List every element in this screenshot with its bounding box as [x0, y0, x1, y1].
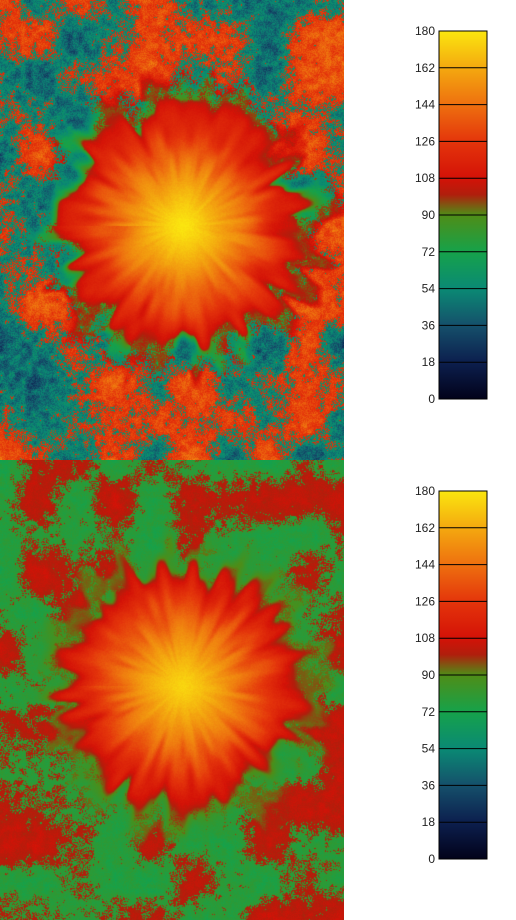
- colorbar-tick-label-54: 54: [422, 282, 436, 296]
- colorbar-bottom: 0 18 36 54 72 90 108 126 144 162 180: [415, 484, 488, 866]
- heatmap-image-bottom: [0, 460, 344, 920]
- colorbar-tick-label-90: 90: [422, 668, 436, 682]
- colorbar-tick-label-72: 72: [422, 705, 436, 719]
- colorbar-tick-label-144: 144: [415, 98, 435, 112]
- colorbar-tick-label-18: 18: [422, 355, 436, 369]
- colorbar-tick-label-18: 18: [422, 815, 436, 829]
- colorbar-tick-label-162: 162: [415, 61, 435, 75]
- heatmap-image-top: [0, 0, 344, 460]
- heatmap-panel-top: 0 18 36 54 72 90 108 126 144 162 180: [0, 0, 488, 460]
- colorbar-tick-label-108: 108: [415, 171, 435, 185]
- heatmap-panel-bottom: 0 18 36 54 72 90 108 126 144 162 180: [0, 460, 516, 920]
- colorbar-tick-label-0: 0: [428, 392, 435, 406]
- colorbar-tick-label-0: 0: [428, 852, 435, 866]
- colorbar-tick-label-144: 144: [415, 558, 435, 572]
- colorbar-tick-label-126: 126: [415, 134, 435, 148]
- colorbar-tick-label-180: 180: [415, 24, 435, 38]
- colorbar-tick-label-54: 54: [422, 742, 436, 756]
- colorbar-tick-label-72: 72: [422, 245, 436, 259]
- colorbar-top: 0 18 36 54 72 90 108 126 144 162 180: [415, 24, 488, 406]
- colorbar-tick-label-36: 36: [422, 318, 436, 332]
- colorbar-tick-label-126: 126: [415, 594, 435, 608]
- colorbar-tick-label-162: 162: [415, 521, 435, 535]
- colorbar-tick-label-90: 90: [422, 208, 436, 222]
- colorbar-tick-label-108: 108: [415, 631, 435, 645]
- colorbar-tick-label-36: 36: [422, 778, 436, 792]
- colorbar-tick-label-180: 180: [415, 484, 435, 498]
